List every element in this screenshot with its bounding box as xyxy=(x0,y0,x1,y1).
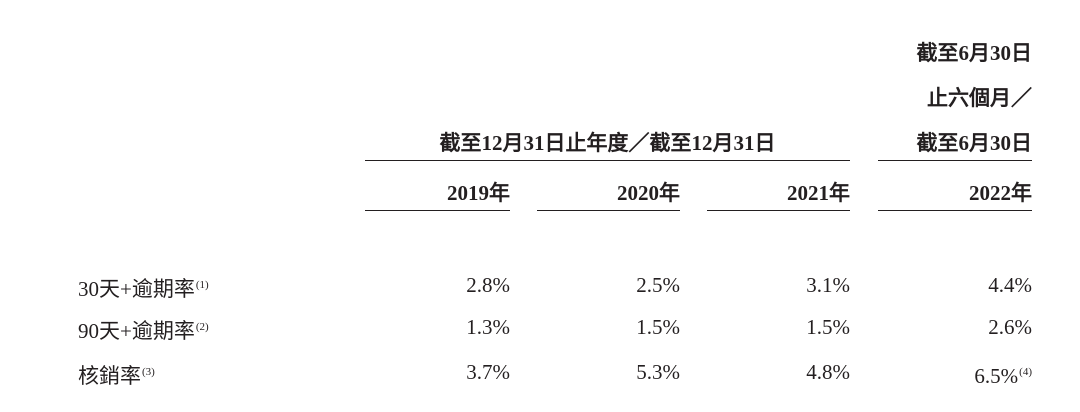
rule xyxy=(365,160,850,161)
rule xyxy=(878,160,1032,161)
footnote: (2) xyxy=(195,321,209,333)
footnote: (1) xyxy=(195,279,209,291)
cell: 1.5% xyxy=(806,315,850,339)
row-label: 30天+逾期率(1) xyxy=(78,272,209,302)
cell: 3.1% xyxy=(806,273,850,297)
row-label: 90天+逾期率(2) xyxy=(78,314,209,344)
cell: 1.3% xyxy=(466,315,510,339)
rule xyxy=(537,210,680,211)
cell: 2.8% xyxy=(466,273,510,297)
cell: 5.3% xyxy=(636,360,680,384)
header-text: 截至12月31日止年度／截至12月31日 xyxy=(439,131,776,155)
column-header: 2019年 xyxy=(447,181,510,205)
row-label: 核銷率(3) xyxy=(78,359,155,389)
cell: 6.5%(4) xyxy=(974,359,1032,389)
header-text: 止六個月／ xyxy=(927,86,1032,110)
cell: 4.8% xyxy=(806,360,850,384)
cell: 1.5% xyxy=(636,315,680,339)
column-header: 2020年 xyxy=(617,181,680,205)
label: 30天+逾期率 xyxy=(78,277,195,301)
header-text: 截至6月30日 xyxy=(916,41,1033,65)
rule xyxy=(365,210,510,211)
column-header: 2022年 xyxy=(969,181,1032,205)
label: 核銷率 xyxy=(78,364,141,388)
value: 6.5% xyxy=(974,364,1019,388)
label: 90天+逾期率 xyxy=(78,319,195,343)
cell: 4.4% xyxy=(988,273,1032,297)
header-text: 截至6月30日 xyxy=(916,131,1033,155)
rule xyxy=(707,210,850,211)
cell: 3.7% xyxy=(466,360,510,384)
footnote: (3) xyxy=(142,366,155,378)
rule xyxy=(878,210,1032,211)
cell: 2.5% xyxy=(636,273,680,297)
column-header: 2021年 xyxy=(787,181,850,205)
footnote: (4) xyxy=(1019,366,1032,378)
cell: 2.6% xyxy=(988,315,1032,339)
